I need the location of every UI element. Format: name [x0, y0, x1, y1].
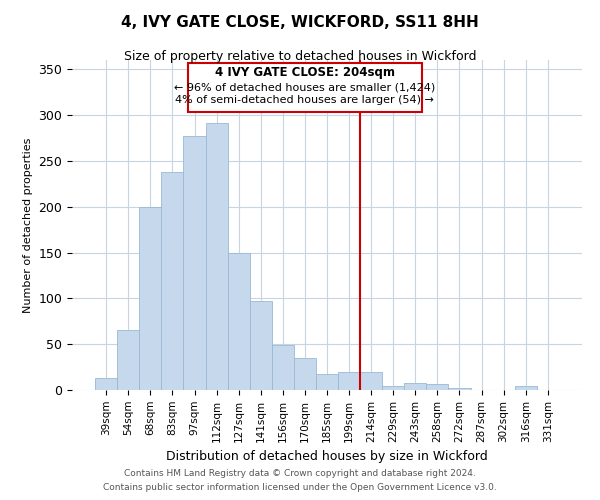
- Bar: [272, 345, 294, 390]
- Bar: [382, 386, 404, 390]
- Text: 4 IVY GATE CLOSE: 204sqm: 4 IVY GATE CLOSE: 204sqm: [215, 66, 395, 80]
- Y-axis label: Number of detached properties: Number of detached properties: [23, 138, 33, 312]
- Bar: [227, 252, 250, 390]
- Bar: [139, 206, 161, 390]
- Bar: [184, 136, 206, 390]
- Bar: [161, 172, 184, 390]
- Bar: [250, 301, 272, 390]
- Text: ← 96% of detached houses are smaller (1,424): ← 96% of detached houses are smaller (1,…: [174, 82, 436, 92]
- Bar: [294, 358, 316, 390]
- Bar: [316, 374, 338, 390]
- Text: Contains public sector information licensed under the Open Government Licence v3: Contains public sector information licen…: [103, 484, 497, 492]
- Bar: [515, 386, 537, 390]
- Text: Contains HM Land Registry data © Crown copyright and database right 2024.: Contains HM Land Registry data © Crown c…: [124, 468, 476, 477]
- X-axis label: Distribution of detached houses by size in Wickford: Distribution of detached houses by size …: [166, 450, 488, 463]
- Bar: [448, 388, 470, 390]
- Text: 4, IVY GATE CLOSE, WICKFORD, SS11 8HH: 4, IVY GATE CLOSE, WICKFORD, SS11 8HH: [121, 15, 479, 30]
- Bar: [206, 123, 227, 390]
- Bar: [360, 372, 382, 390]
- Bar: [338, 372, 360, 390]
- Bar: [117, 330, 139, 390]
- Bar: [404, 382, 427, 390]
- Bar: [95, 378, 117, 390]
- FancyBboxPatch shape: [188, 62, 422, 112]
- Text: Size of property relative to detached houses in Wickford: Size of property relative to detached ho…: [124, 50, 476, 63]
- Bar: [427, 384, 448, 390]
- Text: 4% of semi-detached houses are larger (54) →: 4% of semi-detached houses are larger (5…: [175, 95, 434, 105]
